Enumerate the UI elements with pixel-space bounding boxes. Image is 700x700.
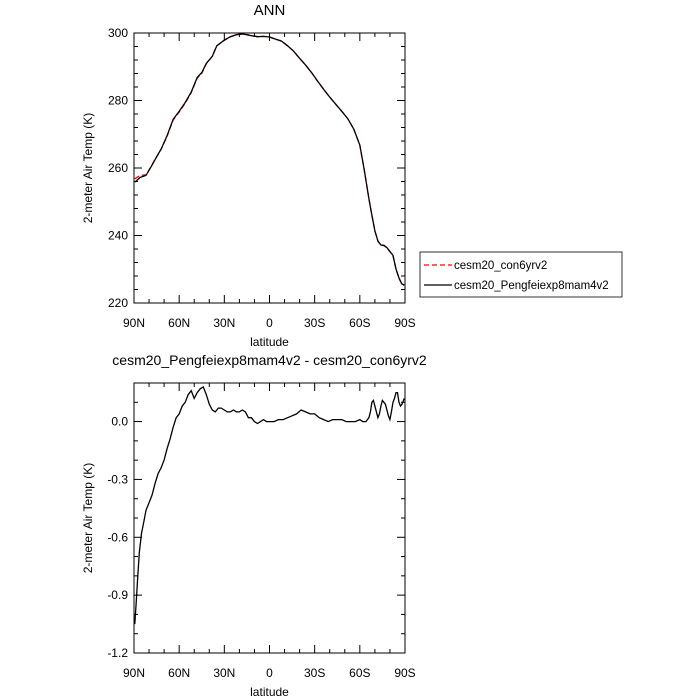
y-axis-label: 2-meter Air Temp (K): [81, 113, 95, 223]
x-axis-label: latitude: [250, 335, 289, 349]
x-tick-label: 30N: [213, 316, 235, 330]
y-tick-label: 260: [108, 161, 128, 175]
panel-1: [133, 32, 623, 304]
y-axis-label: 2-meter Air Temp (K): [81, 463, 95, 573]
x-tick-label: 0: [266, 666, 273, 680]
y-tick-label: 240: [108, 229, 128, 243]
y-tick-label: 0.0: [111, 415, 128, 429]
y-tick-label: 280: [108, 94, 128, 108]
x-tick-label: 30S: [304, 316, 325, 330]
x-tick-label: 60S: [349, 666, 370, 680]
chart-title: ANN: [254, 2, 286, 19]
x-tick-label: 90S: [394, 316, 415, 330]
y-tick-label: 220: [108, 296, 128, 310]
legend-label-1: cesm20_con6yrv2: [454, 260, 547, 272]
x-tick-label: 30S: [304, 666, 325, 680]
series-line-1: [134, 385, 405, 625]
chart-title: cesm20_Pengfeiexp8mam4v2 - cesm20_con6yr…: [112, 352, 427, 368]
x-tick-label: 30N: [213, 666, 235, 680]
panel-2: [133, 382, 406, 654]
y-tick-label: -0.6: [107, 530, 128, 544]
x-axis-label: latitude: [250, 685, 289, 699]
x-tick-label: 0: [266, 316, 273, 330]
y-tick-label: -1.2: [107, 646, 128, 660]
x-tick-label: 90S: [394, 666, 415, 680]
x-tick-label: 90N: [123, 316, 145, 330]
y-tick-label: -0.3: [107, 472, 128, 486]
legend-box: [419, 251, 623, 298]
y-tick-label: 300: [108, 26, 128, 40]
x-tick-label: 60N: [168, 666, 190, 680]
y-tick-label: -0.9: [107, 588, 128, 602]
x-tick-label: 90N: [123, 666, 145, 680]
series-line-1: [134, 33, 405, 287]
legend-label-2: cesm20_Pengfeiexp8mam4v2: [454, 280, 609, 292]
x-tick-label: 60N: [168, 316, 190, 330]
x-tick-label: 60S: [349, 316, 370, 330]
series-line-2: [134, 33, 405, 286]
